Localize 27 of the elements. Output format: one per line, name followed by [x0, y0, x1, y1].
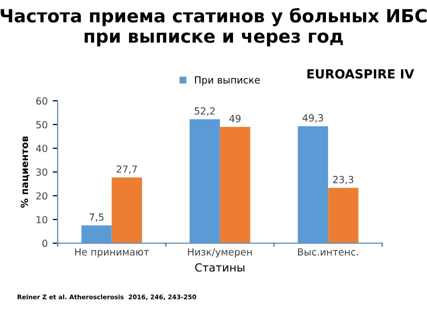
y-tick-label: 60: [36, 97, 48, 105]
legend-label: При выписке: [195, 76, 260, 86]
x-tick-label: Низк/умерен: [188, 248, 252, 258]
data-label: 52,2: [194, 107, 215, 116]
x-tick-label: Выс.интенс.: [298, 248, 358, 256]
bar: [328, 188, 358, 244]
data-label: 49,3: [302, 114, 323, 123]
x-axis-title: Статины: [195, 263, 244, 272]
x-tick-label: Не принимают: [75, 248, 149, 258]
bar: [81, 225, 112, 244]
bar: [112, 177, 142, 244]
chart-title: Частота приема статинов у больных ИБС при выписке и через год: [0, 8, 427, 46]
y-tick-label: 0: [42, 240, 48, 248]
y-tick-label: 20: [36, 192, 48, 200]
data-label: 27,7: [116, 165, 137, 174]
bar: [220, 126, 250, 244]
text: EUROASPIRE IV: [307, 69, 414, 79]
data-label: 49: [229, 114, 241, 122]
y-tick-label: 30: [36, 168, 48, 176]
bar: [190, 119, 220, 244]
y-tick-label: 40: [36, 144, 48, 152]
y-tick-label: 50: [36, 121, 48, 128]
bar: [298, 126, 328, 244]
data-label: 7,5: [90, 214, 104, 222]
y-tick-label: 10: [36, 216, 48, 224]
y-axis-title: % пациентов: [20, 136, 30, 208]
data-label: 23,3: [333, 176, 354, 184]
